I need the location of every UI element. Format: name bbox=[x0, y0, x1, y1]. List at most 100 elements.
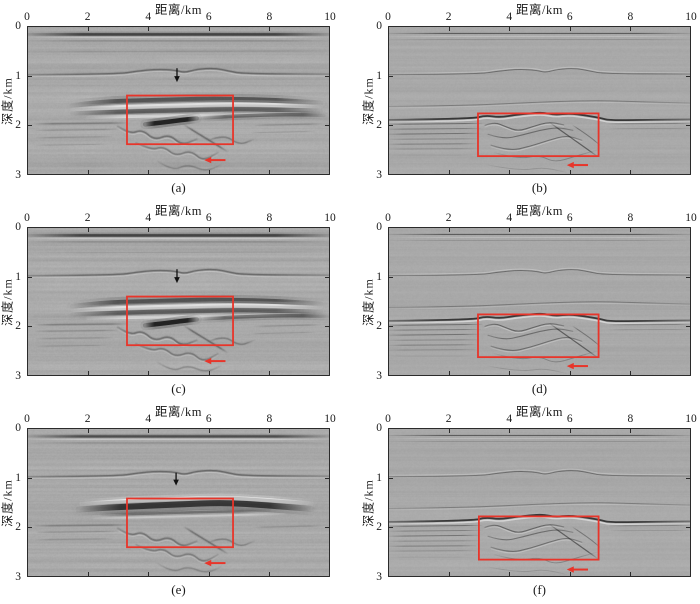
x-axis-tick-labels: 0 2 4 6 8 10 bbox=[380, 212, 699, 224]
x-tick-label: 10 bbox=[324, 212, 336, 224]
seismic-section-b bbox=[388, 26, 691, 175]
red-arrow-head bbox=[566, 362, 574, 370]
black-arrow-head bbox=[174, 76, 180, 83]
red-arrow-head bbox=[566, 161, 574, 169]
y-tick-label: 1 bbox=[376, 270, 382, 283]
x-tick-label: 8 bbox=[266, 413, 273, 425]
highlight-box bbox=[126, 497, 234, 549]
panel-caption-b: (b) bbox=[531, 180, 548, 195]
highlight-box bbox=[477, 112, 600, 158]
x-tick-label: 10 bbox=[685, 413, 697, 425]
seismic-image-c bbox=[27, 227, 330, 376]
x-tick-label: 10 bbox=[324, 11, 336, 23]
annotation-overlay-d bbox=[477, 313, 600, 370]
highlight-box bbox=[126, 295, 234, 347]
seismic-image-a bbox=[27, 26, 330, 175]
y-tick-label: 2 bbox=[376, 320, 382, 333]
annotation-overlay-c bbox=[126, 269, 234, 365]
x-axis-tick-labels: 0 2 4 6 8 10 bbox=[19, 11, 338, 23]
annotation-overlay-b bbox=[477, 112, 600, 169]
y-tick-label: 0 bbox=[376, 422, 382, 434]
y-tick-label: 2 bbox=[15, 119, 21, 132]
x-tick-label: 0 bbox=[24, 11, 30, 23]
y-tick-label: 0 bbox=[15, 422, 21, 434]
y-tick-label: 2 bbox=[15, 320, 21, 333]
seismic-image-d bbox=[388, 227, 691, 376]
x-tick-label: 4 bbox=[145, 11, 152, 23]
x-tick-label: 8 bbox=[627, 413, 634, 425]
x-tick-label: 4 bbox=[506, 413, 513, 425]
x-axis-title: 距离/km bbox=[155, 204, 202, 218]
x-tick-label: 8 bbox=[627, 11, 634, 23]
seismic-section-c bbox=[27, 227, 330, 376]
x-tick-label: 6 bbox=[205, 413, 212, 425]
seismic-section-f bbox=[388, 428, 691, 577]
x-tick-label: 10 bbox=[685, 212, 697, 224]
x-axis-title: 距离/km bbox=[516, 3, 563, 17]
panel-caption-f: (f) bbox=[533, 582, 546, 597]
panel-caption-a: (a) bbox=[171, 180, 186, 195]
annotation-overlay-a bbox=[126, 68, 234, 164]
panel-b: 距离/km 0 2 4 6 8 10 深度/km 0 1 2 3 (b) bbox=[350, 0, 700, 201]
highlight-box bbox=[126, 94, 234, 146]
x-tick-label: 8 bbox=[627, 212, 634, 224]
seismic-image-e bbox=[27, 428, 330, 577]
panel-caption-d: (d) bbox=[531, 381, 548, 396]
seismic-section-d bbox=[388, 227, 691, 376]
x-tick-label: 4 bbox=[145, 212, 152, 224]
y-tick-label: 3 bbox=[15, 369, 21, 382]
seismic-image-b bbox=[388, 26, 691, 175]
x-tick-label: 2 bbox=[84, 413, 91, 425]
x-tick-label: 0 bbox=[385, 212, 391, 224]
x-axis-tick-labels: 0 2 4 6 8 10 bbox=[19, 212, 338, 224]
x-tick-label: 2 bbox=[445, 212, 452, 224]
y-tick-label: 3 bbox=[376, 369, 382, 382]
y-tick-label: 2 bbox=[376, 521, 382, 534]
x-tick-label: 4 bbox=[145, 413, 152, 425]
seismic-section-e bbox=[27, 428, 330, 577]
panel-e: 距离/km 0 2 4 6 8 10 深度/km 0 1 2 3 (e) bbox=[0, 402, 350, 603]
x-axis-title: 距离/km bbox=[516, 405, 563, 419]
x-axis-title: 距离/km bbox=[516, 204, 563, 218]
x-tick-label: 0 bbox=[24, 413, 30, 425]
x-tick-label: 6 bbox=[566, 11, 573, 23]
y-tick-label: 2 bbox=[15, 521, 21, 534]
y-tick-label: 3 bbox=[376, 570, 382, 583]
x-tick-label: 8 bbox=[266, 212, 273, 224]
y-tick-label: 0 bbox=[15, 20, 21, 32]
y-tick-label: 0 bbox=[376, 20, 382, 32]
x-tick-label: 8 bbox=[266, 11, 273, 23]
x-axis-tick-labels: 0 2 4 6 8 10 bbox=[380, 11, 699, 23]
annotation-overlay-f bbox=[478, 515, 600, 573]
x-axis-title: 距离/km bbox=[155, 3, 202, 17]
x-tick-label: 2 bbox=[84, 11, 91, 23]
x-tick-label: 4 bbox=[506, 11, 513, 23]
y-tick-label: 1 bbox=[15, 270, 21, 283]
y-tick-label: 0 bbox=[376, 221, 382, 233]
panel-caption-e: (e) bbox=[171, 582, 186, 597]
panel-caption-c: (c) bbox=[171, 381, 186, 396]
red-arrow-head bbox=[204, 559, 212, 567]
y-tick-label: 3 bbox=[15, 570, 21, 583]
y-axis-tick-labels: 0 1 2 3 bbox=[363, 421, 382, 584]
panel-a: 距离/km 0 2 4 6 8 10 深度/km 0 1 2 3 (a) bbox=[0, 0, 350, 201]
x-tick-label: 2 bbox=[84, 212, 91, 224]
y-tick-label: 3 bbox=[15, 168, 21, 181]
black-arrow-head bbox=[173, 479, 179, 486]
y-axis-tick-labels: 0 1 2 3 bbox=[363, 19, 382, 182]
x-tick-label: 6 bbox=[205, 11, 212, 23]
x-axis-tick-labels: 0 2 4 6 8 10 bbox=[380, 413, 699, 425]
black-arrow-head bbox=[174, 277, 180, 284]
panel-c: 距离/km 0 2 4 6 8 10 深度/km 0 1 2 3 (c) bbox=[0, 201, 350, 402]
y-tick-label: 1 bbox=[15, 471, 21, 484]
y-tick-label: 0 bbox=[15, 221, 21, 233]
y-tick-label: 3 bbox=[376, 168, 382, 181]
seismic-image-f bbox=[388, 428, 691, 577]
y-axis-tick-labels: 0 1 2 3 bbox=[363, 220, 382, 383]
x-tick-label: 2 bbox=[445, 11, 452, 23]
x-tick-label: 0 bbox=[385, 11, 391, 23]
red-arrow-head bbox=[204, 156, 212, 164]
y-axis-tick-labels: 0 1 2 3 bbox=[2, 421, 21, 584]
x-tick-label: 0 bbox=[24, 212, 30, 224]
